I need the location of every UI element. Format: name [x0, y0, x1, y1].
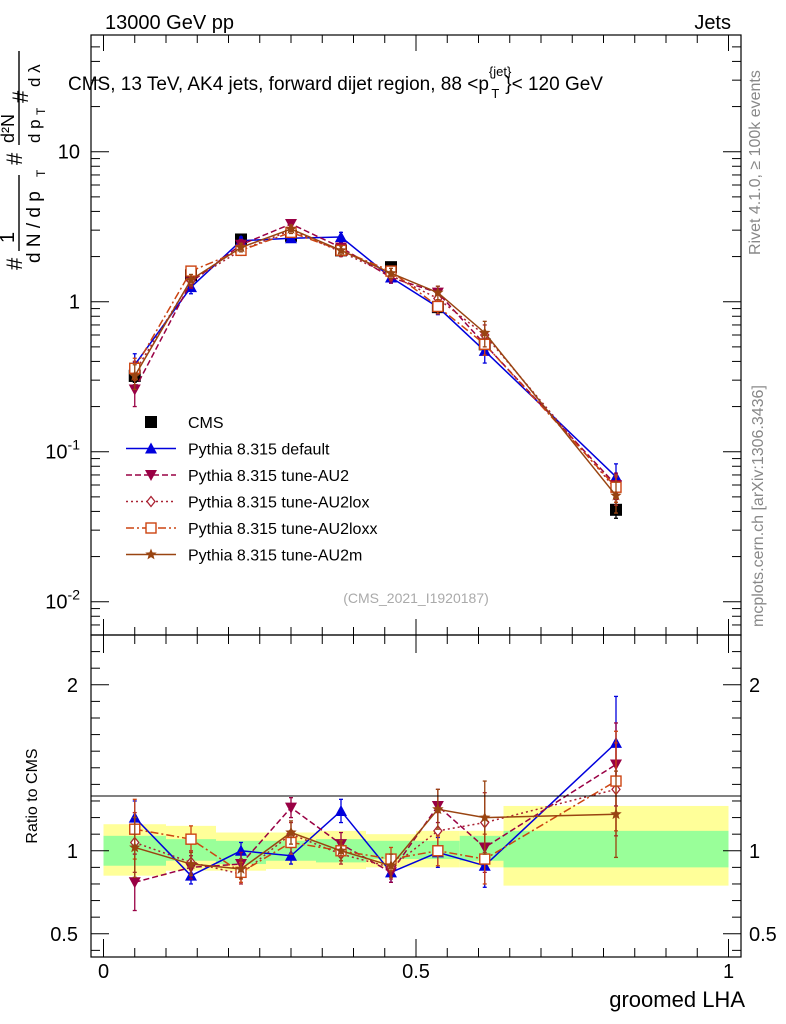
svg-text:d N / d p: d N / d p — [24, 191, 45, 263]
top-point-pythia-8-315-tune-au2m — [479, 326, 491, 338]
svg-text:d λ: d λ — [25, 64, 44, 87]
legend-label: CMS — [188, 415, 224, 432]
ratio-point-pythia-8-315-tune-au2m — [235, 863, 247, 874]
legend-label: Pythia 8.315 tune-AU2 — [188, 468, 349, 485]
xtick-label: 1 — [723, 961, 734, 983]
ratio-point-pythia-8-315-tune-au2m — [385, 859, 397, 871]
ratio-ytick-label-right: 2 — [749, 675, 760, 697]
xtick-label: 0.5 — [402, 961, 430, 983]
ratio-point-pythia-8-315-tune-au2m — [335, 844, 347, 856]
ratio-ticks: 0.5 0.5 1 1 2 2 0 0.5 1 — [50, 635, 777, 983]
legend: CMS Pythia 8.315 default Pythia 8.315 tune… — [126, 415, 377, 565]
header-right: Jets — [694, 12, 731, 34]
top-point-pythia-8-315-tune-au2m — [610, 489, 622, 501]
top-series-pythia-8-315-tune-au2lox — [129, 224, 621, 506]
ratio-point-pythia-8-315-tune-au2loxx — [479, 853, 491, 865]
x-axis-label: groomed LHA — [609, 987, 745, 1012]
ratio-ylabel: Ratio to CMS — [24, 748, 41, 843]
legend-marker — [145, 470, 157, 481]
rivet-label: Rivet 4.1.0, ≥ 100k events — [747, 70, 764, 255]
top-point-pythia-8-315-tune-au2m — [185, 273, 197, 285]
svg-text:d²N: d²N — [0, 114, 18, 143]
ratio-point-pythia-8-315-tune-au2m — [129, 841, 141, 853]
ratio-point-pythia-8-315-tune-au2m — [610, 808, 622, 820]
ratio-point-pythia-8-315-tune-au2m — [185, 858, 197, 869]
ratio-point-pythia-8-315-default — [335, 804, 347, 816]
legend-label: Pythia 8.315 tune-AU2loxx — [188, 521, 377, 538]
ratio-point-pythia-8-315-tune-au2loxx — [432, 845, 444, 857]
ratio-ytick-label-left: 2 — [67, 675, 78, 697]
ratio-ytick-label-left: 1 — [67, 841, 78, 863]
ratio-ytick-label-right: 0.5 — [749, 924, 777, 946]
legend-marker — [145, 548, 157, 560]
top-line-pythia-8-315-tune-au2lox — [134, 229, 617, 490]
ratio-point-pythia-8-315-tune-au2m — [432, 803, 444, 815]
title-subscript: T — [491, 86, 499, 101]
title-end: }< 120 GeV — [505, 74, 603, 95]
ratio-point-pythia-8-315-tune-au2 — [128, 877, 141, 889]
legend-label: Pythia 8.315 tune-AU2m — [188, 548, 362, 565]
analysis-watermark: (CMS_2021_I1920187) — [343, 590, 489, 606]
top-point-pythia-8-315-tune-au2m — [335, 244, 347, 256]
plot-title: CMS, 13 TeV, AK4 jets, forward dijet reg… — [68, 64, 603, 101]
ratio-point-pythia-8-315-default — [235, 844, 247, 856]
title-main: CMS, 13 TeV, AK4 jets, forward dijet reg… — [68, 74, 489, 95]
ratio-point-pythia-8-315-tune-au2m — [285, 826, 297, 838]
top-frame — [90, 34, 742, 636]
ytick-label: 1 — [69, 292, 80, 314]
ratio-point-pythia-8-315-default — [285, 849, 297, 861]
legend-marker — [145, 442, 157, 454]
ytick-label: 10-2 — [45, 587, 80, 614]
ratio-point-pythia-8-315-tune-au2m — [479, 811, 491, 823]
ratio-ytick-label-right: 1 — [749, 841, 760, 863]
top-series — [128, 218, 622, 519]
svg-text:#: # — [8, 90, 33, 103]
ratio-point-pythia-8-315-tune-au2loxx — [185, 833, 197, 845]
top-point-pythia-8-315-tune-au2m — [385, 267, 397, 279]
svg-text:#: # — [2, 152, 27, 165]
top-point-pythia-8-315-tune-au2m — [285, 223, 297, 234]
header-left: 13000 GeV pp — [105, 12, 234, 34]
ratio-series-pythia-8-315-tune-au2m — [129, 770, 622, 880]
ytick-label: 10 — [58, 142, 80, 164]
ylabel-top: # 1 d N / d p T # d²N d p T # d λ — [0, 51, 48, 270]
xtick-label: 0 — [98, 961, 109, 983]
ratio-bands — [103, 805, 729, 886]
ratio-point-pythia-8-315-tune-au2 — [285, 802, 297, 814]
ratio-ytick-label-left: 0.5 — [50, 924, 78, 946]
legend-marker — [146, 495, 156, 508]
legend-label: Pythia 8.315 default — [188, 442, 330, 459]
mcplots-label: mcplots.cern.ch [arXiv:1306.3436] — [750, 385, 767, 627]
top-point-pythia-8-315-tune-au2m — [129, 369, 141, 381]
top-series-pythia-8-315-tune-au2m — [129, 223, 622, 514]
ytick-label: 10-1 — [45, 437, 80, 464]
top-point-pythia-8-315-tune-au2m — [432, 286, 444, 298]
top-ticks: 10-2 10-1 1 10 — [45, 34, 741, 636]
legend-marker — [145, 522, 157, 534]
svg-text:T: T — [34, 169, 48, 177]
ratio-series — [128, 695, 622, 912]
legend-marker — [145, 416, 157, 428]
title-superscript: {jet} — [489, 64, 512, 79]
svg-text:1: 1 — [0, 232, 19, 243]
legend-label: Pythia 8.315 tune-AU2lox — [188, 495, 369, 512]
top-point-pythia-8-315-tune-au2loxx — [432, 300, 444, 313]
top-point-pythia-8-315-default — [335, 231, 347, 243]
svg-text:#: # — [2, 257, 27, 270]
svg-text:d p: d p — [25, 119, 44, 143]
top-point-pythia-8-315-tune-au2m — [235, 241, 247, 253]
svg-text:T: T — [34, 107, 48, 115]
